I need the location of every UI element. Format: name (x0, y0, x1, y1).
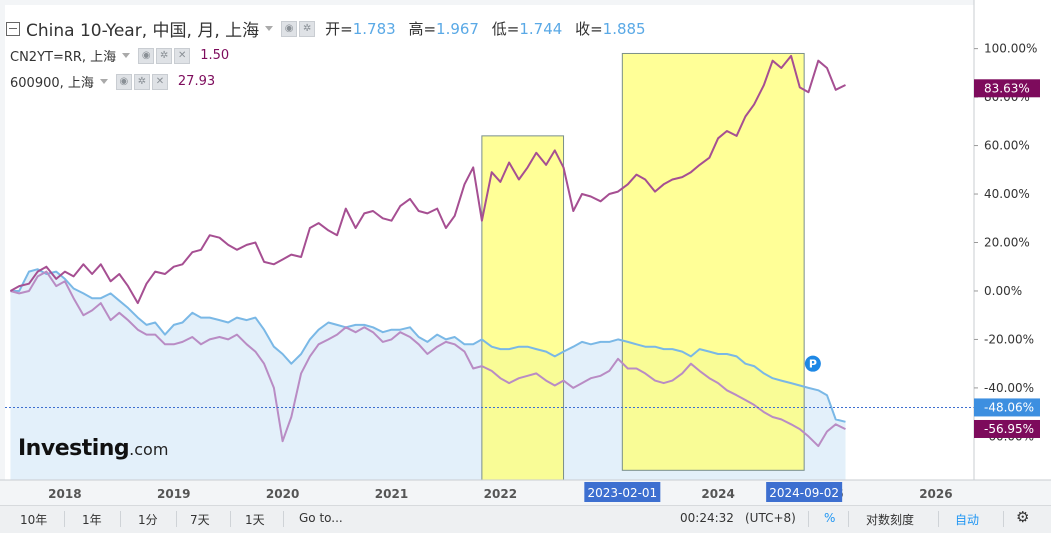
toolbar-divider (938, 511, 939, 527)
collapse-icon[interactable] (6, 21, 20, 36)
toolbar-divider (1003, 511, 1004, 527)
low-label: 低= (491, 20, 520, 38)
period-button-10y[interactable]: 10年 (20, 513, 48, 527)
chevron-down-icon[interactable] (265, 26, 274, 31)
toolbar-divider (808, 511, 809, 527)
settings-icon[interactable]: ✲ (133, 73, 150, 90)
highlight-box (481, 135, 565, 481)
percent-toggle[interactable]: % (824, 511, 836, 525)
period-button-1d[interactable]: 1天 (245, 513, 265, 527)
highlight-box (621, 52, 805, 471)
toolbar-divider (283, 511, 284, 527)
open-label: 开= (325, 20, 353, 38)
y-tick-label: 20.00% (984, 236, 1030, 250)
close-icon[interactable]: ✕ (151, 73, 168, 90)
log-scale-toggle[interactable]: 对数刻度 (866, 513, 915, 527)
clock-time: 00:24:32 (680, 511, 734, 525)
x-cursor-label: 2023-02-01 (587, 486, 657, 500)
bottom-toolbar: 10年 1年 1分 7天 1天 Go to... 00:24:32 (UTC+8… (0, 505, 1051, 533)
last-value-label: 83.63% (984, 81, 1030, 95)
y-tick-label: -20.00% (984, 332, 1034, 346)
investing-logo: Investing.com (18, 436, 168, 461)
x-tick-label: 2018 (48, 487, 81, 501)
chart-canvas[interactable]: P100.00%80.00%60.00%40.00%20.00%0.00%-20… (0, 0, 1051, 505)
period-button-1m[interactable]: 1分 (138, 513, 158, 527)
toolbar-divider (848, 511, 849, 527)
last-value-label-box (974, 398, 1040, 417)
legend-main-row: China 10-Year, 中国, 月, 上海 ◉ ✲ 开=1.783 高=1… (6, 16, 646, 41)
toolbar-divider (230, 511, 231, 527)
eye-icon[interactable]: ◉ (281, 20, 298, 37)
x-cursor-label-box (766, 482, 843, 502)
legend-compare-row-600900: 600900, 上海 ◉ ✲ ✕ 27.93 (10, 72, 215, 91)
ohlc-readout: 开=1.783 高=1.967 低=1.744 收=1.885 (325, 18, 645, 39)
y-tick-label: 40.00% (984, 187, 1030, 201)
close-icon[interactable]: ✕ (174, 47, 191, 64)
auto-scale-toggle[interactable]: 自动 (955, 513, 980, 527)
last-value-label: -56.95% (984, 422, 1034, 436)
close-label: 收= (575, 20, 603, 38)
eye-icon[interactable]: ◉ (115, 73, 132, 90)
series-line (9, 54, 846, 305)
x-tick-label: 2022 (484, 487, 517, 501)
x-cursor-label: 2024-09-02 (769, 486, 839, 500)
x-tick-label: 2020 (266, 487, 299, 501)
last-value-label: -48.06% (984, 400, 1034, 414)
goto-button[interactable]: Go to... (299, 511, 343, 525)
timezone-label[interactable]: (UTC+8) (745, 511, 796, 525)
eye-icon[interactable]: ◉ (138, 47, 155, 64)
series-line (10, 270, 846, 448)
toolbar-divider (176, 511, 177, 527)
x-cursor-label-box (584, 482, 661, 502)
x-tick-label: 2024 (701, 487, 734, 501)
logo-suffix: .com (129, 440, 169, 459)
marker-p-icon (804, 355, 821, 372)
legend-compare-row-cn2y: CN2YT=RR, 上海 ◉ ✲ ✕ 1.50 (10, 46, 229, 65)
settings-icon[interactable]: ✲ (299, 20, 316, 37)
gear-icon[interactable]: ⚙ (1016, 508, 1030, 526)
high-label: 高= (408, 20, 437, 38)
y-tick-label: 0.00% (984, 284, 1022, 298)
main-series-title: China 10-Year, 中国, 月, 上海 (26, 21, 260, 41)
chevron-down-icon[interactable] (99, 79, 108, 84)
open-value: 1.783 (352, 20, 396, 38)
toolbar-divider (120, 511, 121, 527)
x-tick-label: 2021 (375, 487, 408, 501)
last-value-label-box (974, 79, 1040, 98)
marker-p-label: P (809, 358, 817, 371)
low-value: 1.744 (519, 20, 563, 38)
compare-name: 600900, 上海 (10, 76, 94, 91)
period-button-1y[interactable]: 1年 (82, 513, 102, 527)
high-value: 1.967 (436, 20, 479, 38)
close-value: 1.885 (602, 20, 646, 38)
chevron-down-icon[interactable] (122, 53, 131, 58)
x-tick-label: 2026 (919, 487, 952, 501)
y-tick-label: 60.00% (984, 139, 1030, 153)
compare-value: 27.93 (177, 74, 216, 89)
last-value-label-box (974, 419, 1040, 438)
x-tick-label: 2019 (157, 487, 190, 501)
series-line (10, 268, 846, 423)
logo-brand: Investing (18, 436, 130, 461)
toolbar-divider (64, 511, 65, 527)
x-axis-panel (0, 480, 1051, 505)
y-tick-label: 100.00% (984, 42, 1037, 56)
y-tick-label: -40.00% (984, 381, 1034, 395)
compare-value: 1.50 (200, 48, 230, 63)
period-button-7d[interactable]: 7天 (190, 513, 210, 527)
compare-name: CN2YT=RR, 上海 (10, 50, 117, 65)
settings-icon[interactable]: ✲ (156, 47, 173, 64)
